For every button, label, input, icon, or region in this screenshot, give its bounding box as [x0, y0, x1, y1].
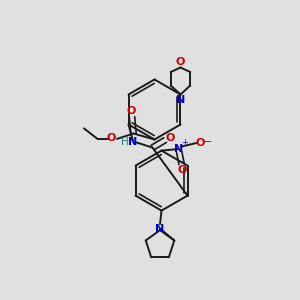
Text: N: N — [174, 143, 183, 154]
Text: O: O — [176, 57, 185, 67]
Text: O: O — [127, 106, 136, 116]
Text: −: − — [203, 137, 212, 148]
Text: O: O — [178, 165, 187, 175]
Text: +: + — [181, 138, 188, 147]
Text: O: O — [196, 137, 205, 148]
Text: O: O — [107, 133, 116, 143]
Text: O: O — [166, 133, 175, 143]
Text: N: N — [155, 224, 165, 235]
Text: N: N — [128, 136, 138, 147]
Text: N: N — [176, 95, 185, 105]
Text: H: H — [121, 136, 128, 147]
